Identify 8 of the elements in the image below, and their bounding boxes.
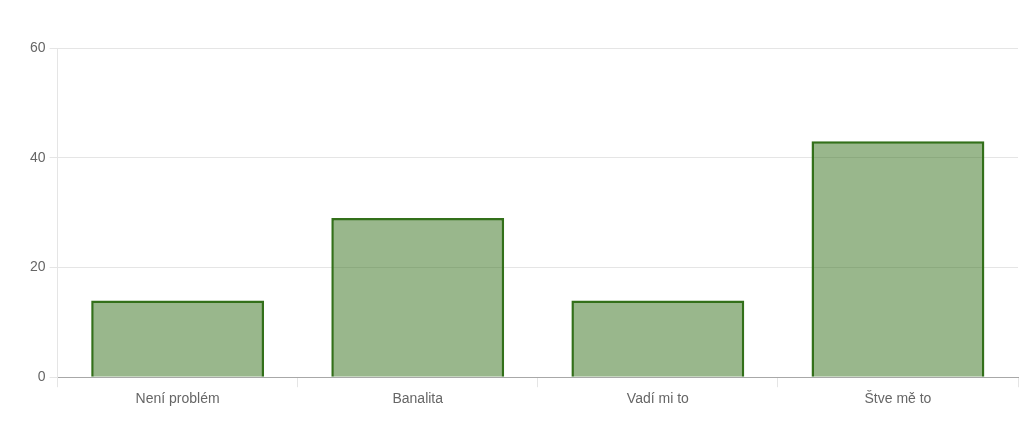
y-tick-label: 20 [29,258,46,275]
x-tick-label: Není problém [135,390,220,407]
x-tick-label: Banalita [392,390,444,407]
x-tick-label: Vadí mi to [626,390,690,407]
x-tick-label: Štve mě to [864,390,932,407]
y-tick-label: 60 [29,38,46,55]
y-tick-label: 40 [29,148,46,165]
y-tick-label: 0 [37,368,46,385]
